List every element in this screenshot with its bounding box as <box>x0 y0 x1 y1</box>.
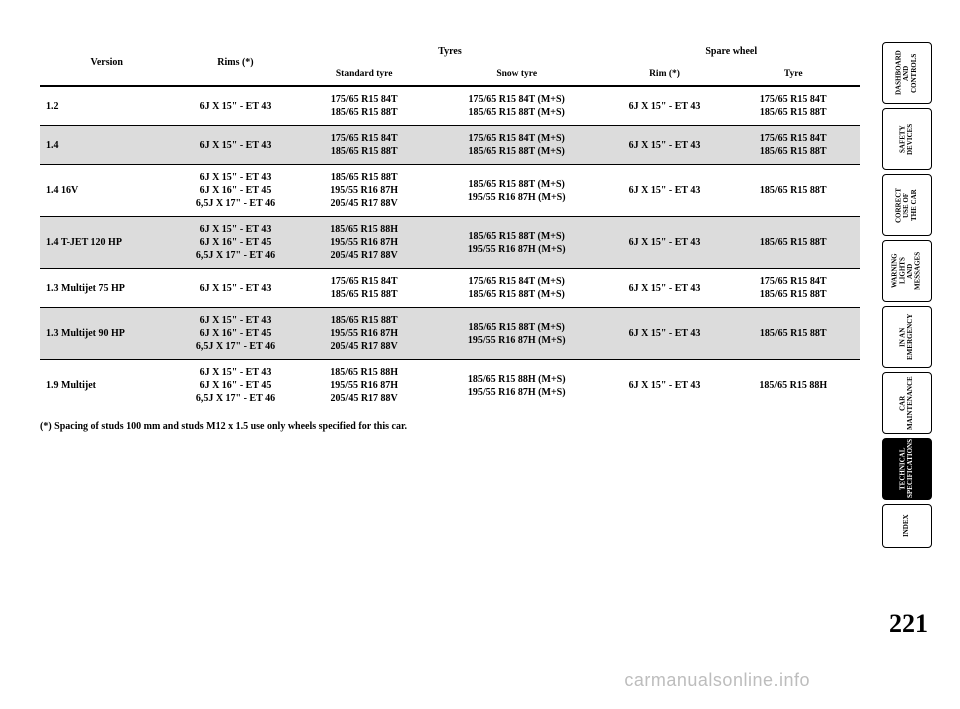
cell-styre: 175/65 R15 84T185/65 R15 88T <box>726 86 860 126</box>
cell-rims: 6J X 15" - ET 436J X 16" - ET 456,5J X 1… <box>173 217 297 269</box>
cell-srim: 6J X 15" - ET 43 <box>603 217 727 269</box>
cell-rims: 6J X 15" - ET 43 <box>173 269 297 308</box>
cell-version: 1.9 Multijet <box>40 360 173 412</box>
th-version: Version <box>40 40 173 86</box>
cell-styre: 175/65 R15 84T185/65 R15 88T <box>726 269 860 308</box>
table-row: 1.26J X 15" - ET 43175/65 R15 84T185/65 … <box>40 86 860 126</box>
cell-rims: 6J X 15" - ET 436J X 16" - ET 456,5J X 1… <box>173 360 297 412</box>
cell-version: 1.3 Multijet 75 HP <box>40 269 173 308</box>
cell-snow: 185/65 R15 88T (M+S)195/55 R16 87H (M+S) <box>431 308 603 360</box>
cell-snow: 175/65 R15 84T (M+S)185/65 R15 88T (M+S) <box>431 126 603 165</box>
cell-srim: 6J X 15" - ET 43 <box>603 165 727 217</box>
th-snow: Snow tyre <box>431 63 603 86</box>
cell-srim: 6J X 15" - ET 43 <box>603 360 727 412</box>
cell-styre: 175/65 R15 84T185/65 R15 88T <box>726 126 860 165</box>
th-tyre: Tyre <box>726 63 860 86</box>
cell-version: 1.3 Multijet 90 HP <box>40 308 173 360</box>
watermark: carmanualsonline.info <box>624 670 810 691</box>
cell-snow: 185/65 R15 88H (M+S)195/55 R16 87H (M+S) <box>431 360 603 412</box>
side-tabs: DASHBOARD AND CONTROLSSAFETY DEVICESCORR… <box>882 42 932 548</box>
cell-std: 185/65 R15 88T195/55 R16 87H205/45 R17 8… <box>297 308 430 360</box>
cell-srim: 6J X 15" - ET 43 <box>603 126 727 165</box>
th-standard: Standard tyre <box>297 63 430 86</box>
cell-std: 185/65 R15 88T195/55 R16 87H205/45 R17 8… <box>297 165 430 217</box>
cell-version: 1.4 16V <box>40 165 173 217</box>
table-row: 1.3 Multijet 75 HP6J X 15" - ET 43175/65… <box>40 269 860 308</box>
cell-snow: 185/65 R15 88T (M+S)195/55 R16 87H (M+S) <box>431 217 603 269</box>
cell-version: 1.4 T-JET 120 HP <box>40 217 173 269</box>
side-tab[interactable]: INDEX <box>882 504 932 548</box>
table-row: 1.3 Multijet 90 HP6J X 15" - ET 436J X 1… <box>40 308 860 360</box>
side-tab[interactable]: DASHBOARD AND CONTROLS <box>882 42 932 104</box>
cell-rims: 6J X 15" - ET 43 <box>173 86 297 126</box>
th-rims: Rims (*) <box>173 40 297 86</box>
table-row: 1.9 Multijet6J X 15" - ET 436J X 16" - E… <box>40 360 860 412</box>
cell-styre: 185/65 R15 88T <box>726 165 860 217</box>
cell-std: 175/65 R15 84T185/65 R15 88T <box>297 269 430 308</box>
cell-styre: 185/65 R15 88T <box>726 308 860 360</box>
cell-srim: 6J X 15" - ET 43 <box>603 269 727 308</box>
cell-snow: 175/65 R15 84T (M+S)185/65 R15 88T (M+S) <box>431 269 603 308</box>
cell-snow: 185/65 R15 88T (M+S)195/55 R16 87H (M+S) <box>431 165 603 217</box>
th-tyres: Tyres <box>297 40 602 63</box>
cell-std: 175/65 R15 84T185/65 R15 88T <box>297 86 430 126</box>
cell-version: 1.2 <box>40 86 173 126</box>
table-row: 1.46J X 15" - ET 43175/65 R15 84T185/65 … <box>40 126 860 165</box>
cell-srim: 6J X 15" - ET 43 <box>603 308 727 360</box>
cell-rims: 6J X 15" - ET 436J X 16" - ET 456,5J X 1… <box>173 165 297 217</box>
table-row: 1.4 16V6J X 15" - ET 436J X 16" - ET 456… <box>40 165 860 217</box>
side-tab[interactable]: WARNING LIGHTS AND MESSAGES <box>882 240 932 302</box>
cell-srim: 6J X 15" - ET 43 <box>603 86 727 126</box>
cell-rims: 6J X 15" - ET 43 <box>173 126 297 165</box>
tyre-table: Version Rims (*) Tyres Spare wheel Stand… <box>40 40 860 411</box>
footnote: (*) Spacing of studs 100 mm and studs M1… <box>40 421 860 432</box>
cell-version: 1.4 <box>40 126 173 165</box>
side-tab[interactable]: CORRECT USE OF THE CAR <box>882 174 932 236</box>
th-rim2: Rim (*) <box>603 63 727 86</box>
page-number: 221 <box>889 609 928 639</box>
side-tab[interactable]: IN AN EMERGENCY <box>882 306 932 368</box>
table-row: 1.4 T-JET 120 HP6J X 15" - ET 436J X 16"… <box>40 217 860 269</box>
side-tab[interactable]: SAFETY DEVICES <box>882 108 932 170</box>
cell-snow: 175/65 R15 84T (M+S)185/65 R15 88T (M+S) <box>431 86 603 126</box>
cell-std: 185/65 R15 88H195/55 R16 87H205/45 R17 8… <box>297 360 430 412</box>
cell-rims: 6J X 15" - ET 436J X 16" - ET 456,5J X 1… <box>173 308 297 360</box>
page-content: Version Rims (*) Tyres Spare wheel Stand… <box>40 40 860 432</box>
cell-styre: 185/65 R15 88T <box>726 217 860 269</box>
th-spare: Spare wheel <box>603 40 860 63</box>
cell-styre: 185/65 R15 88H <box>726 360 860 412</box>
cell-std: 175/65 R15 84T185/65 R15 88T <box>297 126 430 165</box>
side-tab[interactable]: TECHNICAL SPECIFICATIONS <box>882 438 932 500</box>
side-tab[interactable]: CAR MAINTENANCE <box>882 372 932 434</box>
cell-std: 185/65 R15 88H195/55 R16 87H205/45 R17 8… <box>297 217 430 269</box>
